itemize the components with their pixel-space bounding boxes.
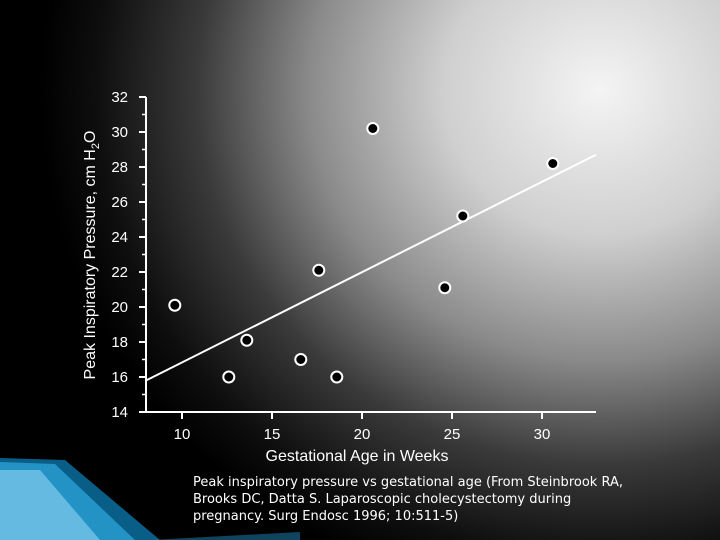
x-tick-label: 15 [264, 426, 281, 443]
data-point [168, 298, 182, 312]
data-points [168, 122, 560, 384]
y-axis-title-suffix: O [82, 131, 99, 143]
data-point [456, 209, 470, 223]
data-point [312, 263, 326, 277]
y-axis-title-main: Peak Inspiratory Pressure, cm H [82, 149, 99, 379]
y-tick-label: 16 [111, 369, 128, 386]
corner-decoration [0, 458, 300, 540]
y-tick-label: 18 [111, 334, 128, 351]
x-tick-label: 25 [444, 426, 461, 443]
y-tick-label: 14 [111, 404, 128, 421]
data-point [294, 353, 308, 366]
x-tick-label: 10 [174, 426, 191, 443]
y-tick-label: 22 [111, 264, 128, 281]
y-tick-label: 30 [111, 124, 128, 141]
data-point [330, 370, 344, 384]
y-tick-label: 28 [111, 159, 128, 176]
data-point [438, 281, 452, 295]
y-tick-label: 26 [111, 194, 128, 211]
figure-caption: Peak inspiratory pressure vs gestational… [193, 475, 623, 524]
data-point [240, 333, 254, 347]
x-tick-label: 30 [534, 426, 551, 443]
y-axis-ticks: 14 16 18 20 22 24 26 28 30 32 [111, 89, 146, 421]
axes [145, 97, 596, 413]
y-tick-label: 20 [111, 299, 128, 316]
trend-line [145, 153, 597, 382]
y-tick-label: 32 [111, 89, 128, 106]
x-tick-label: 20 [354, 426, 371, 443]
data-point [546, 157, 560, 170]
y-tick-label: 24 [111, 229, 128, 246]
x-axis-title: Gestational Age in Weeks [266, 448, 449, 465]
data-point [366, 122, 380, 135]
x-axis-ticks: 10 15 20 25 30 [174, 412, 551, 443]
y-axis-title: Peak Inspiratory Pressure, cm H2O [82, 131, 102, 380]
y-axis-title-subscript: 2 [90, 143, 102, 149]
data-point [222, 370, 236, 384]
